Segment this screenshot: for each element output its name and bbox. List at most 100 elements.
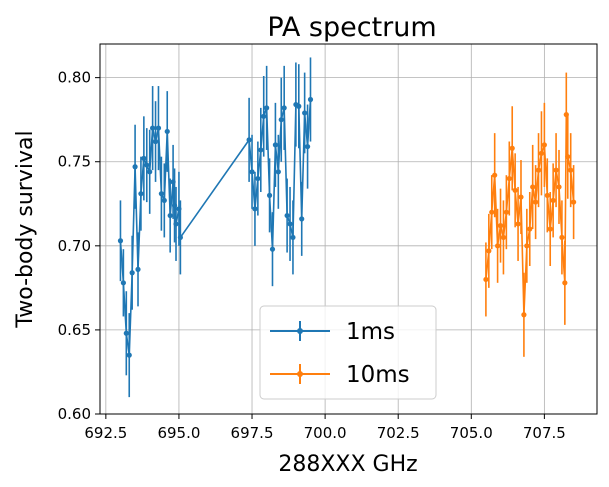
data-point <box>167 212 173 219</box>
legend-marker-10ms <box>297 371 303 377</box>
x-axis-label: 288XXX GHz <box>278 452 417 477</box>
data-point <box>524 243 530 249</box>
data-point <box>275 169 281 175</box>
x-axis: 692.5 695.0 697.5 700.0 702.5 705.0 707.5 <box>84 414 566 442</box>
x-tick-label: 707.5 <box>523 424 566 442</box>
data-point <box>269 246 276 252</box>
data-point <box>492 172 498 178</box>
data-point <box>252 206 258 212</box>
data-point <box>512 187 518 193</box>
legend-label-10ms: 10ms <box>346 362 410 388</box>
data-point <box>544 192 550 198</box>
data-point <box>123 330 129 336</box>
data-point <box>255 175 261 182</box>
data-point <box>506 175 512 182</box>
data-point <box>489 209 495 215</box>
data-point <box>304 143 311 150</box>
legend-box <box>259 305 437 400</box>
data-point <box>132 164 138 170</box>
legend: 1ms 10ms <box>259 305 437 400</box>
series-1ms <box>117 57 314 398</box>
data-point <box>120 280 126 286</box>
data-point <box>287 221 293 227</box>
data-point <box>550 197 556 204</box>
data-point <box>150 125 156 131</box>
y-tick-label: 0.60 <box>58 405 91 423</box>
data-point <box>290 234 296 241</box>
data-point <box>177 234 183 241</box>
data-point <box>521 312 527 318</box>
data-point <box>272 142 279 148</box>
legend-item-10ms: 10ms <box>270 362 410 388</box>
data-point <box>568 167 574 173</box>
data-point <box>158 191 164 197</box>
data-point <box>147 169 153 175</box>
data-point <box>541 142 547 148</box>
data-point <box>246 137 252 143</box>
x-tick-label: 700.0 <box>304 424 347 442</box>
data-point <box>535 167 542 173</box>
data-point <box>296 103 302 109</box>
data-point <box>556 184 562 190</box>
x-tick-label: 705.0 <box>450 424 493 442</box>
data-point <box>553 167 559 173</box>
data-point <box>302 110 308 116</box>
data-point <box>497 223 504 229</box>
data-point <box>141 155 147 161</box>
data-point <box>518 194 524 200</box>
data-point <box>483 276 489 283</box>
data-point <box>547 226 553 232</box>
data-point <box>503 209 509 215</box>
data-point <box>299 216 305 222</box>
data-point <box>152 138 159 145</box>
data-point <box>559 234 565 241</box>
data-point <box>562 280 568 286</box>
data-point <box>126 352 132 358</box>
y-tick-label: 0.70 <box>58 237 91 255</box>
data-point <box>515 221 521 227</box>
data-point <box>258 147 264 153</box>
y-tick-label: 0.80 <box>58 69 91 87</box>
x-tick-label: 695.0 <box>157 424 200 442</box>
legend-item-1ms: 1ms <box>270 319 395 345</box>
data-point <box>495 243 501 249</box>
data-point <box>281 105 287 111</box>
plot-frame <box>99 43 598 415</box>
y-axis: 0.60 0.65 0.70 0.75 0.80 <box>58 69 100 423</box>
data-point <box>486 248 492 254</box>
y-axis-label: Two-body survival <box>13 130 38 328</box>
x-tick-label: 702.5 <box>377 424 420 442</box>
x-tick-label: 697.5 <box>231 424 274 442</box>
data-point <box>173 221 179 227</box>
data-point <box>530 184 536 190</box>
data-point <box>527 226 533 232</box>
y-tick-label: 0.65 <box>58 321 91 339</box>
data-point <box>264 105 270 111</box>
data-point <box>307 96 314 103</box>
data-point <box>164 128 170 135</box>
y-tick-label: 0.75 <box>58 153 91 171</box>
data-point <box>278 117 284 123</box>
data-point <box>533 199 539 205</box>
data-point <box>138 191 144 197</box>
x-tick-label: 692.5 <box>84 424 127 442</box>
data-point <box>144 162 150 168</box>
data-point <box>500 234 507 241</box>
data-point <box>129 270 135 276</box>
data-point <box>155 125 162 131</box>
data-point <box>266 192 273 198</box>
series-10ms <box>483 72 577 357</box>
series-layer <box>117 57 577 398</box>
data-point <box>565 154 571 160</box>
data-point <box>161 197 167 204</box>
data-point <box>509 145 515 151</box>
data-point <box>249 169 255 175</box>
legend-label-1ms: 1ms <box>346 319 395 345</box>
data-point <box>117 238 124 244</box>
data-point <box>261 113 267 119</box>
data-point <box>284 212 290 219</box>
data-point <box>135 266 141 272</box>
legend-marker-1ms <box>297 328 303 334</box>
chart-title: PA spectrum <box>267 12 436 43</box>
